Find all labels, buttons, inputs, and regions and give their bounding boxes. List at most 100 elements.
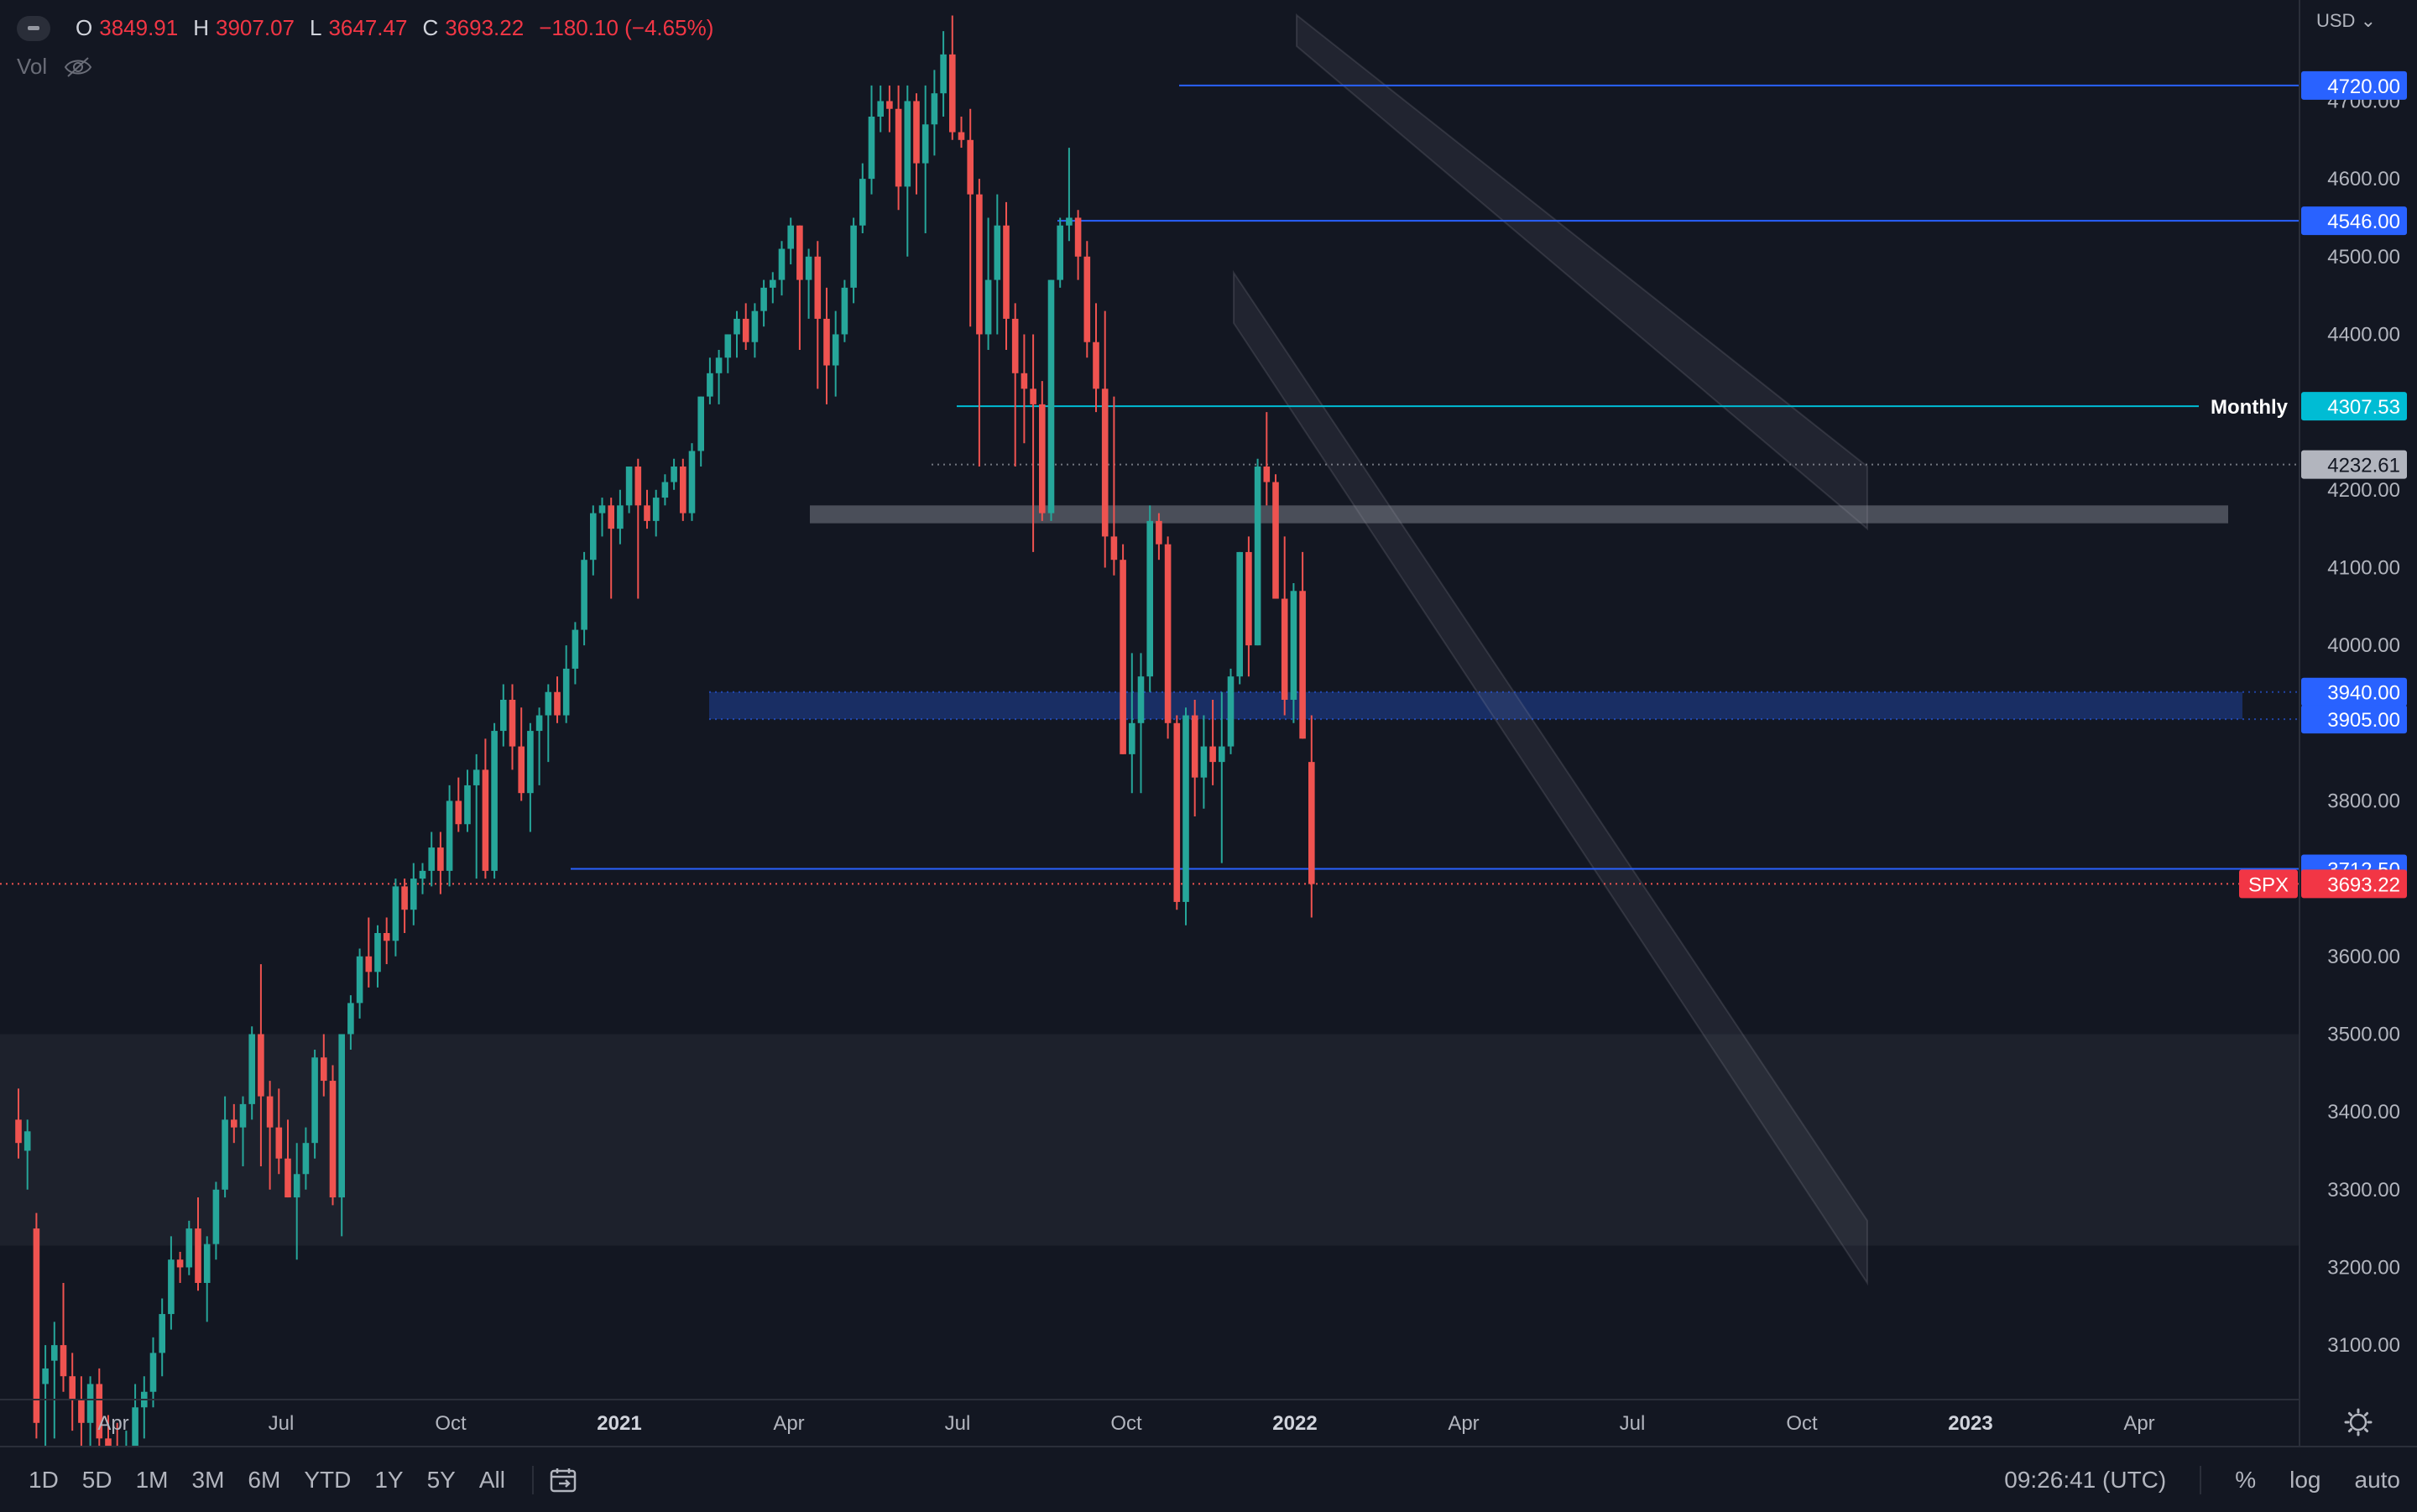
tf-5y[interactable]: 5Y bbox=[426, 1466, 456, 1493]
legend-ohlc: O 3849.91 H 3907.07 L 3647.47 C 3693.22 −180… bbox=[17, 15, 722, 41]
candle bbox=[428, 832, 435, 887]
candle bbox=[1299, 551, 1306, 739]
close-value: 3693.22 bbox=[445, 15, 525, 40]
candle bbox=[1281, 536, 1288, 716]
clock-label[interactable]: 09:26:41 (UTC) bbox=[2004, 1466, 2167, 1493]
price-label-4232.61[interactable]: 4232.61 bbox=[2301, 450, 2407, 479]
candle bbox=[231, 1103, 238, 1144]
candle bbox=[1236, 551, 1243, 685]
auto-toggle[interactable]: auto bbox=[2354, 1466, 2401, 1493]
candle bbox=[60, 1283, 67, 1392]
candle bbox=[1272, 474, 1279, 599]
tf-ytd[interactable]: YTD bbox=[304, 1466, 352, 1493]
currency-selector[interactable]: USD ⌄ bbox=[2316, 10, 2376, 32]
candle bbox=[86, 1376, 94, 1446]
candle bbox=[877, 85, 884, 133]
time-tick-label: Oct bbox=[1786, 1412, 1818, 1435]
candle bbox=[1290, 583, 1297, 723]
eye-off-icon[interactable] bbox=[64, 56, 92, 78]
price-tick-label: 3200.00 bbox=[2327, 1256, 2400, 1279]
candle bbox=[1110, 396, 1118, 576]
tf-3m[interactable]: 3M bbox=[191, 1466, 225, 1493]
price-label-3693.22[interactable]: 3693.22 SPX bbox=[2239, 869, 2407, 899]
candle bbox=[1182, 707, 1189, 925]
price-chart[interactable]: 4700.004600.004500.004400.004200.004100.… bbox=[0, 0, 2417, 1446]
candle bbox=[770, 272, 776, 304]
candle bbox=[419, 863, 426, 894]
tf-5d[interactable]: 5D bbox=[81, 1466, 112, 1493]
candle bbox=[608, 498, 614, 599]
tf-1y[interactable]: 1Y bbox=[374, 1466, 404, 1493]
candle bbox=[545, 684, 552, 763]
candles-layer bbox=[15, 15, 1315, 1446]
candle bbox=[195, 1197, 201, 1291]
candle bbox=[293, 1143, 300, 1260]
candle bbox=[787, 217, 794, 265]
price-label-3905.00[interactable]: 3905.00 bbox=[2301, 705, 2407, 734]
candle bbox=[168, 1236, 175, 1330]
date-range-icon[interactable] bbox=[549, 1467, 579, 1494]
candle bbox=[535, 707, 543, 785]
toolbar-divider bbox=[2200, 1465, 2202, 1494]
candle bbox=[365, 917, 373, 988]
time-tick-label: Jul bbox=[269, 1412, 295, 1435]
tf-1m[interactable]: 1M bbox=[135, 1466, 169, 1493]
price-axis-labels: 4720.00 4546.00 4307.53 Monthly 4232.61 3940.… bbox=[2211, 70, 2407, 899]
candle bbox=[1227, 668, 1235, 754]
candle bbox=[239, 1096, 247, 1166]
candle bbox=[105, 1415, 112, 1446]
candle bbox=[715, 350, 723, 404]
percent-toggle[interactable]: % bbox=[2235, 1466, 2257, 1493]
candle bbox=[598, 498, 606, 537]
price-tick-label: 4200.00 bbox=[2327, 479, 2400, 502]
chart-scale-controls: 09:26:41 (UTC) % log auto bbox=[2004, 1447, 2400, 1512]
candle bbox=[482, 738, 489, 879]
candle bbox=[1209, 700, 1216, 785]
candle bbox=[1191, 700, 1198, 816]
bottom-toolbar: 1D 5D 1M 3M 6M YTD 1Y 5Y All 09:26:41 (U… bbox=[0, 1446, 2417, 1512]
collapse-legend-icon[interactable] bbox=[17, 15, 50, 41]
candle bbox=[491, 722, 498, 879]
price-label-4720.00[interactable]: 4720.00 bbox=[2301, 70, 2407, 100]
monthly-tag: Monthly bbox=[2211, 396, 2289, 419]
candle bbox=[1011, 303, 1019, 467]
time-axis[interactable]: Apr Jul Oct 2021 Apr Jul Oct 2022 Apr Jul Oct 2023 A… bbox=[97, 1412, 2154, 1435]
candle bbox=[374, 925, 381, 988]
settings-gear-icon[interactable] bbox=[2344, 1408, 2373, 1436]
tf-all[interactable]: All bbox=[478, 1466, 505, 1493]
candle bbox=[410, 863, 417, 925]
price-label-4546.00[interactable]: 4546.00 bbox=[2301, 206, 2407, 236]
tf-1d[interactable]: 1D bbox=[29, 1466, 59, 1493]
candle bbox=[392, 879, 399, 957]
candle bbox=[590, 505, 597, 576]
candle bbox=[850, 217, 857, 304]
candle bbox=[994, 194, 1001, 335]
price-label-3940.00[interactable]: 3940.00 bbox=[2301, 677, 2407, 706]
close-label: C bbox=[422, 15, 439, 40]
candle bbox=[1308, 715, 1315, 918]
change-value: −180.10 (−4.65%) bbox=[539, 15, 714, 40]
zone-blue bbox=[709, 691, 2242, 720]
candle bbox=[15, 1088, 22, 1159]
candle bbox=[814, 241, 822, 389]
candle bbox=[652, 489, 660, 537]
candle bbox=[527, 722, 534, 832]
candle bbox=[500, 684, 507, 747]
tf-6m[interactable]: 6M bbox=[248, 1466, 281, 1493]
candle bbox=[509, 684, 516, 770]
chevron-down-icon: ⌄ bbox=[2360, 10, 2377, 31]
svg-text:4307.53: 4307.53 bbox=[2327, 396, 2400, 419]
svg-text:3905.00: 3905.00 bbox=[2327, 709, 2400, 732]
candle bbox=[562, 645, 570, 723]
zone-gray bbox=[810, 505, 2228, 524]
price-label-4307.53[interactable]: 4307.53 Monthly bbox=[2211, 392, 2407, 421]
time-tick-label: 2023 bbox=[1948, 1412, 1992, 1435]
candle bbox=[958, 117, 965, 149]
candle bbox=[841, 279, 848, 342]
candle bbox=[1030, 334, 1036, 552]
price-tick-label: 3800.00 bbox=[2327, 790, 2400, 812]
log-toggle[interactable]: log bbox=[2289, 1466, 2321, 1493]
candle bbox=[222, 1096, 228, 1198]
candle bbox=[1254, 458, 1261, 646]
candle bbox=[437, 832, 444, 894]
